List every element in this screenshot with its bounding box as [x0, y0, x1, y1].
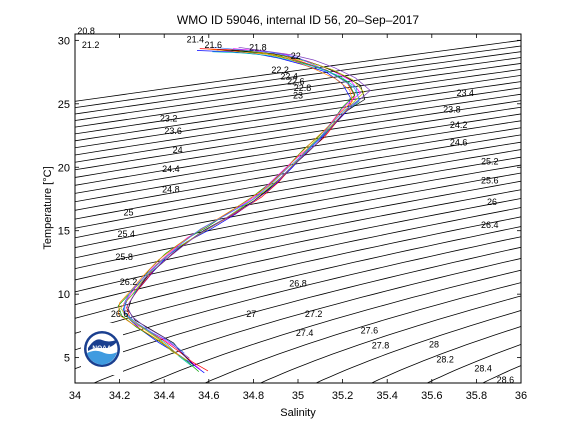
- density-contours: [75, 39, 521, 383]
- profile-series: [117, 46, 371, 374]
- density-contour-line: [75, 87, 521, 156]
- contour-label: 23.4: [457, 88, 475, 98]
- contour-label: 26.6: [111, 309, 129, 319]
- x-tick-label: 35: [292, 390, 304, 402]
- x-tick-label: 35.8: [466, 390, 487, 402]
- contour-label: 23: [293, 91, 303, 101]
- profile-line: [117, 48, 353, 356]
- x-tick-label: 35.4: [376, 390, 397, 402]
- density-contour-line: [75, 164, 521, 249]
- contour-label: 21.4: [187, 35, 205, 45]
- y-axis-label: Temperature [°C]: [42, 166, 54, 249]
- contour-label: 25.6: [481, 176, 499, 186]
- density-contour-line: [75, 198, 521, 293]
- density-contour-line: [75, 39, 521, 102]
- y-tick-label: 5: [64, 353, 70, 365]
- y-tick-label: 25: [58, 99, 70, 111]
- contour-label: 24.8: [162, 184, 180, 194]
- x-tick-label: 34.2: [109, 390, 130, 402]
- x-axis: 34 34.2 34.4 34.6 34.8 35 35.2 35.4 35.6 35.8 36: [69, 34, 527, 402]
- contour-label: 22.8: [294, 83, 312, 93]
- density-contour-line: [75, 45, 521, 109]
- density-contour-line: [75, 51, 521, 115]
- contour-label: 25: [123, 207, 133, 217]
- density-contour-line: [260, 295, 521, 383]
- chart-title: WMO ID 59046, internal ID 56, 20–Sep–201…: [177, 13, 419, 27]
- density-contour-line: [75, 207, 521, 306]
- contour-label: 27.6: [361, 325, 379, 335]
- contour-label: 20.8: [77, 26, 95, 36]
- density-contour-line: [75, 149, 521, 229]
- noaa-logo: NOAA: [81, 323, 123, 375]
- contour-label: 22: [291, 51, 301, 61]
- density-contour-line: [75, 81, 521, 149]
- y-tick-label: 15: [58, 226, 70, 238]
- x-tick-label: 35.2: [332, 390, 353, 402]
- contour-label: 27.4: [296, 328, 314, 338]
- x-tick-label: 35.6: [421, 390, 442, 402]
- contour-label: 28.2: [436, 355, 454, 365]
- contour-label: 26.8: [289, 278, 307, 288]
- contour-label: 27.8: [372, 341, 390, 351]
- contour-label: 22.6: [287, 77, 305, 87]
- contour-label: 21.2: [82, 40, 100, 50]
- contour-label: 23.6: [164, 126, 182, 136]
- contour-label: 21.8: [249, 42, 267, 52]
- x-tick-label: 36: [515, 390, 527, 402]
- contour-label: 28.4: [474, 363, 492, 373]
- contour-label: 26.4: [481, 220, 499, 230]
- contour-label: 23.8: [443, 104, 461, 114]
- y-axis: 5 10 15 20 25 30: [58, 35, 521, 365]
- contour-label: 26: [487, 197, 497, 207]
- contour-label: 25.4: [118, 229, 136, 239]
- density-contour-line: [204, 282, 521, 383]
- svg-text:NOAA: NOAA: [92, 345, 111, 352]
- density-contour-line: [75, 57, 521, 121]
- contour-label: 25.8: [115, 252, 133, 262]
- contour-label: 22.2: [271, 65, 289, 75]
- density-contour-line: [75, 189, 521, 281]
- contour-label: 26.2: [120, 277, 138, 287]
- density-contour-line: [75, 236, 521, 351]
- profile-line: [124, 46, 360, 354]
- x-axis-label: Salinity: [280, 407, 316, 419]
- density-contour-line: [93, 258, 521, 383]
- contour-label: 22.4: [280, 71, 298, 81]
- profile-line: [120, 48, 365, 361]
- y-tick-label: 20: [58, 162, 70, 174]
- x-tick-label: 34.4: [153, 390, 174, 402]
- x-tick-label: 34: [69, 390, 81, 402]
- contour-label: 28.6: [497, 375, 515, 385]
- contour-labels: 20.821.221.421.6 21.82222.222.422.622.823…: [77, 26, 514, 385]
- x-tick-label: 34.6: [198, 390, 219, 402]
- density-contour-line: [75, 156, 521, 239]
- contour-label: 21.6: [205, 40, 223, 50]
- density-contour-line: [75, 172, 521, 259]
- contour-label: 24.6: [450, 137, 468, 147]
- contour-label: 24.4: [162, 164, 180, 174]
- density-contour-line: [75, 246, 521, 370]
- density-contour-line: [75, 141, 521, 220]
- density-contour-line: [315, 310, 521, 383]
- density-contour-line: [149, 269, 521, 383]
- contour-label: 27.2: [305, 309, 323, 319]
- y-tick-label: 30: [58, 35, 70, 47]
- contour-label: 28: [429, 339, 439, 349]
- y-tick-label: 10: [58, 289, 70, 301]
- density-contour-line: [75, 74, 521, 142]
- contour-label: 24: [173, 145, 183, 155]
- density-contour-line: [75, 180, 521, 270]
- profile-line: [126, 46, 371, 359]
- contour-label: 25.2: [481, 157, 499, 167]
- x-tick-label: 34.8: [243, 390, 264, 402]
- contour-label: 27: [246, 309, 256, 319]
- contour-label: 23.2: [160, 113, 178, 123]
- contour-label: 24.2: [450, 120, 468, 130]
- density-contour-line: [75, 134, 521, 211]
- density-contour-line: [75, 63, 521, 128]
